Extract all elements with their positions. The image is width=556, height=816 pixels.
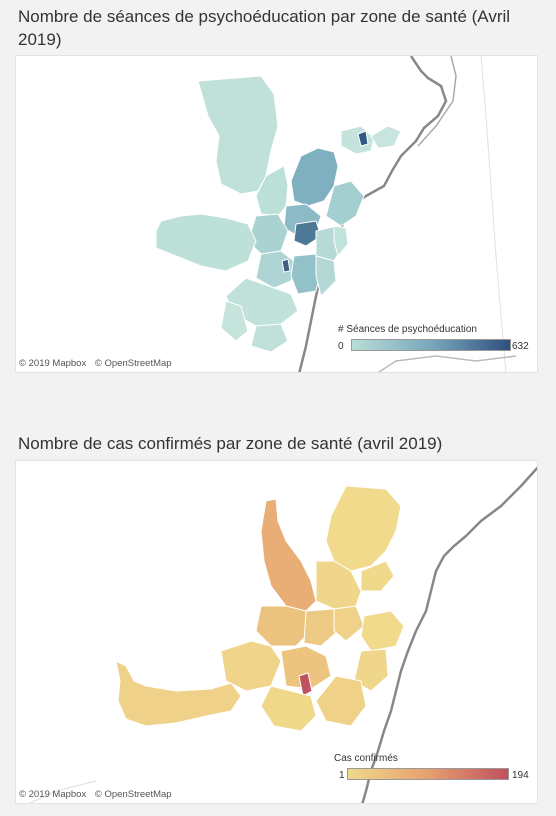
- zone-northwest-orange: [260, 498, 317, 612]
- zone-north: [325, 485, 402, 572]
- zone-center-west: [247, 213, 289, 255]
- map1-legend-min: 0: [338, 341, 344, 352]
- map2-legend-title: Cas confirmés: [334, 753, 398, 764]
- country-border-line: [298, 56, 448, 372]
- zone-south-dark: [281, 258, 291, 273]
- zone-south: [260, 685, 317, 732]
- zone-east: [325, 180, 365, 227]
- zone-far-northeast-2: [370, 125, 402, 149]
- psychoeducation-map-canvas: [155, 56, 517, 372]
- mapbox-attribution-link[interactable]: © 2019 Mapbox: [19, 358, 87, 369]
- psychoeducation-map[interactable]: # Séances de psychoéducation 0 632 © 201…: [15, 55, 538, 373]
- map1-legend-gradient-bar: [351, 339, 511, 351]
- map1-title: Nombre de séances de psychoéducation par…: [18, 7, 511, 49]
- map1-legend-title: # Séances de psychoéducation: [338, 324, 477, 335]
- river-line: [29, 780, 97, 803]
- zone-west: [220, 640, 282, 692]
- country-border-line: [361, 466, 537, 803]
- zone-center-west: [255, 605, 312, 647]
- map1-attribution: © 2019 Mapbox © OpenStreetMap: [19, 358, 178, 369]
- zone-south-east-2: [315, 255, 337, 297]
- map2-legend-min: 1: [339, 770, 345, 781]
- map2-legend-gradient-bar: [347, 768, 509, 780]
- zone-west-arm: [155, 213, 257, 272]
- zone-south-east: [290, 253, 322, 295]
- osm-attribution-link[interactable]: © OpenStreetMap: [94, 358, 172, 369]
- zone-hotspot: [298, 672, 313, 697]
- river-line-2: [377, 355, 517, 372]
- osm-attribution-link[interactable]: © OpenStreetMap: [94, 789, 172, 800]
- map1-legend-max: 632: [512, 341, 529, 352]
- zone-south-2: [250, 323, 289, 353]
- map2-attribution: © 2019 Mapbox © OpenStreetMap: [19, 789, 178, 800]
- zone-east-2: [353, 648, 389, 692]
- map2-title: Nombre de cas confirmés par zone de sant…: [18, 434, 443, 453]
- map2-legend: Cas confirmés 1 194: [334, 753, 529, 781]
- zone-center-dark: [293, 220, 322, 247]
- zone-northeast-dark: [290, 147, 339, 207]
- zone-far-northeast: [340, 125, 375, 155]
- zone-southeast: [315, 675, 367, 727]
- zone-center-south: [280, 645, 332, 690]
- zone-east: [360, 610, 405, 652]
- zone-north-center: [315, 560, 362, 610]
- zone-ne-spot: [357, 130, 369, 147]
- confirmed-cases-map[interactable]: Cas confirmés 1 194 © 2019 Mapbox © Open…: [15, 460, 538, 804]
- map2-legend-max: 194: [512, 770, 529, 781]
- confirmed-cases-map-canvas: [29, 466, 537, 803]
- map1-legend: # Séances de psychoéducation 0 632: [338, 324, 529, 352]
- river-line: [480, 56, 507, 372]
- zone-east-edge: [333, 225, 349, 258]
- zone-far-south: [220, 300, 249, 342]
- mapbox-attribution-link[interactable]: © 2019 Mapbox: [19, 789, 87, 800]
- zone-north-center: [255, 165, 289, 217]
- zone-northeast: [360, 560, 395, 592]
- zone-west-arm: [115, 660, 242, 727]
- zone-center-east: [333, 605, 365, 642]
- lake-shore-line: [417, 56, 457, 147]
- zone-center: [303, 608, 339, 647]
